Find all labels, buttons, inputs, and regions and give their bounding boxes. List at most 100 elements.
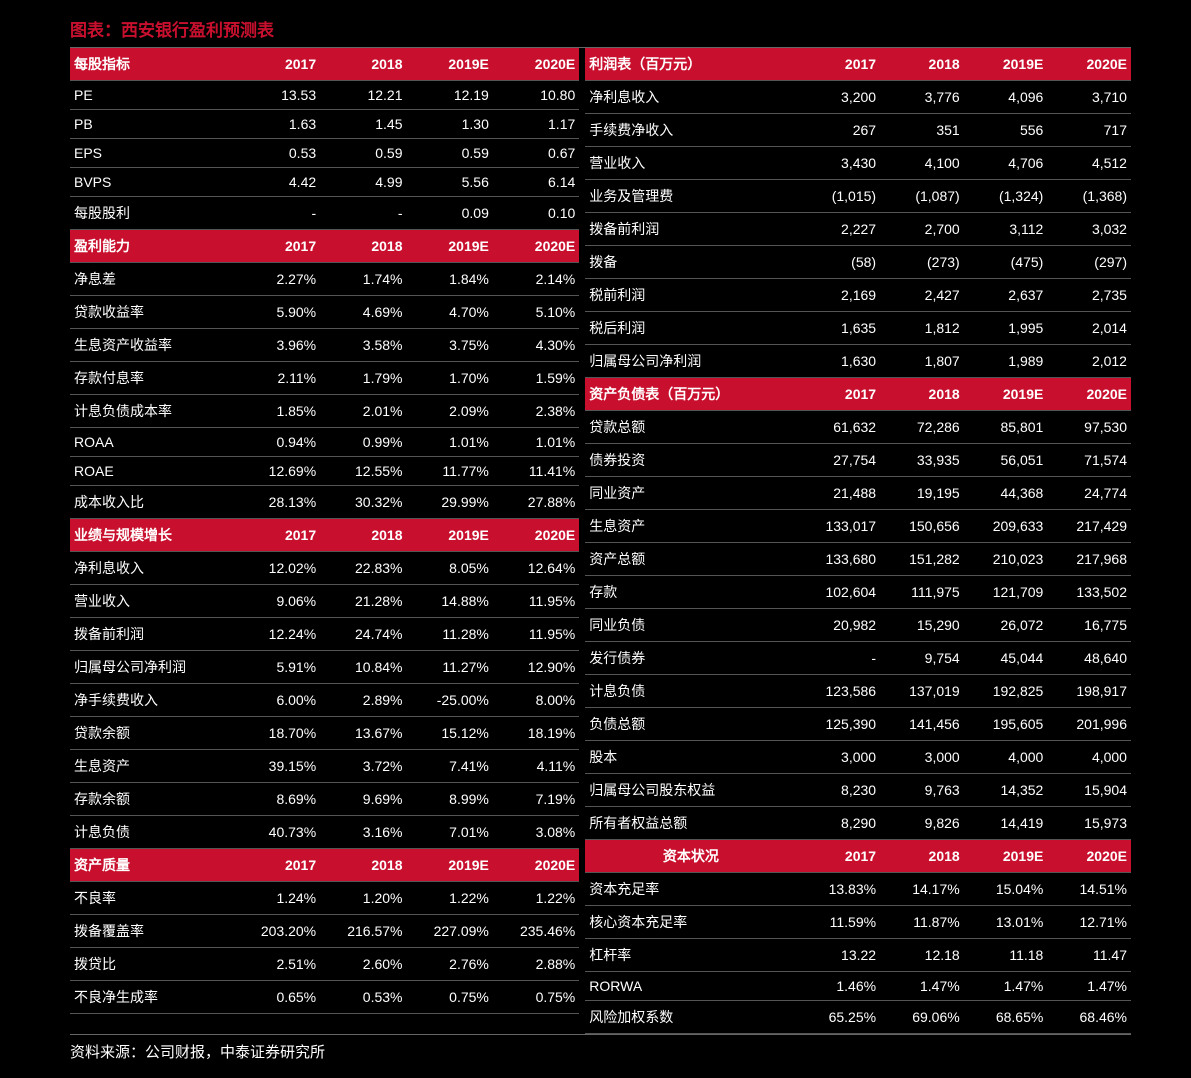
year-header: 2017 (234, 230, 320, 263)
cell-value: 203.20% (234, 915, 320, 948)
cell-value: 5.90% (234, 296, 320, 329)
row-label: 营业收入 (585, 147, 796, 180)
cell-value: 351 (880, 114, 964, 147)
cell-value: 133,502 (1047, 576, 1131, 609)
table-row: PB1.631.451.301.17 (70, 110, 579, 139)
cell-value: (1,368) (1047, 180, 1131, 213)
year-header: 2018 (320, 230, 406, 263)
cell-value: 16,775 (1047, 609, 1131, 642)
row-label: 拨备前利润 (585, 213, 796, 246)
table-row: 同业负债20,98215,29026,07216,775 (585, 609, 1131, 642)
table-row: 贷款总额61,63272,28685,80197,530 (585, 411, 1131, 444)
section-header: 利润表（百万元）201720182019E2020E (585, 48, 1131, 81)
cell-value: 4.30% (493, 329, 579, 362)
cell-value: 13.22 (796, 939, 880, 972)
row-label: ROAE (70, 457, 234, 486)
source-line: 资料来源：公司财报，中泰证券研究所 (70, 1034, 1131, 1068)
table-row: 手续费净收入267351556717 (585, 114, 1131, 147)
table-row: 拨备(58)(273)(475)(297) (585, 246, 1131, 279)
cell-value: 1.47% (1047, 972, 1131, 1001)
row-label: 生息资产收益率 (70, 329, 234, 362)
cell-value: 4,100 (880, 147, 964, 180)
table-row: RORWA1.46%1.47%1.47%1.47% (585, 972, 1131, 1001)
cell-value: 0.65% (234, 981, 320, 1014)
row-label: 资本充足率 (585, 873, 796, 906)
cell-value: 2,227 (796, 213, 880, 246)
cell-value: 11.27% (407, 651, 493, 684)
cell-value: 7.41% (407, 750, 493, 783)
cell-value: 14,352 (964, 774, 1048, 807)
cell-value: 1.47% (880, 972, 964, 1001)
year-header: 2017 (796, 48, 880, 81)
table-row: 生息资产39.15%3.72%7.41%4.11% (70, 750, 579, 783)
cell-value: 150,656 (880, 510, 964, 543)
cell-value: 192,825 (964, 675, 1048, 708)
cell-value: 0.10 (493, 197, 579, 230)
section-header: 每股指标201720182019E2020E (70, 48, 579, 81)
cell-value: 40.73% (234, 816, 320, 849)
row-label: 同业资产 (585, 477, 796, 510)
cell-value: 227.09% (407, 915, 493, 948)
cell-value: 2.89% (320, 684, 406, 717)
right-table: 利润表（百万元）201720182019E2020E净利息收入3,2003,77… (585, 48, 1131, 1034)
cell-value: 217,968 (1047, 543, 1131, 576)
cell-value: (1,087) (880, 180, 964, 213)
cell-value: 12.02% (234, 552, 320, 585)
row-label: 贷款总额 (585, 411, 796, 444)
cell-value: 13.53 (234, 81, 320, 110)
cell-value: 14.17% (880, 873, 964, 906)
cell-value: 72,286 (880, 411, 964, 444)
row-label: ROAA (70, 428, 234, 457)
cell-value: 13.01% (964, 906, 1048, 939)
cell-value: 13.67% (320, 717, 406, 750)
year-header: 2017 (234, 519, 320, 552)
cell-value: 3.58% (320, 329, 406, 362)
year-header: 2020E (493, 230, 579, 263)
cell-value: 71,574 (1047, 444, 1131, 477)
cell-value: 3,776 (880, 81, 964, 114)
cell-value: 3.75% (407, 329, 493, 362)
table-row: 营业收入3,4304,1004,7064,512 (585, 147, 1131, 180)
cell-value: -25.00% (407, 684, 493, 717)
row-label: RORWA (585, 972, 796, 1001)
cell-value: 2.14% (493, 263, 579, 296)
cell-value: 12.19 (407, 81, 493, 110)
cell-value: 10.84% (320, 651, 406, 684)
cell-value: 2.88% (493, 948, 579, 981)
table-row: 净利息收入12.02%22.83%8.05%12.64% (70, 552, 579, 585)
cell-value: 39.15% (234, 750, 320, 783)
cell-value: 68.65% (964, 1001, 1048, 1034)
cell-value: 6.00% (234, 684, 320, 717)
cell-value: 0.75% (493, 981, 579, 1014)
cell-value: 9,826 (880, 807, 964, 840)
row-label: 所有者权益总额 (585, 807, 796, 840)
cell-value: 9.69% (320, 783, 406, 816)
table-row: ROAE12.69%12.55%11.77%11.41% (70, 457, 579, 486)
cell-value: 1.22% (407, 882, 493, 915)
right-block: 利润表（百万元）201720182019E2020E净利息收入3,2003,77… (579, 48, 1131, 1034)
table-row: 成本收入比28.13%30.32%29.99%27.88% (70, 486, 579, 519)
cell-value: 97,530 (1047, 411, 1131, 444)
cell-value: 21.28% (320, 585, 406, 618)
row-label: PE (70, 81, 234, 110)
cell-value: 7.01% (407, 816, 493, 849)
row-label: 存款付息率 (70, 362, 234, 395)
table-row: 债券投资27,75433,93556,05171,574 (585, 444, 1131, 477)
year-header: 2018 (880, 840, 964, 873)
cell-value: 1,635 (796, 312, 880, 345)
row-label: 存款 (585, 576, 796, 609)
cell-value: 4,512 (1047, 147, 1131, 180)
section-header: 资本状况201720182019E2020E (585, 840, 1131, 873)
table-row: 计息负债123,586137,019192,825198,917 (585, 675, 1131, 708)
cell-value: 121,709 (964, 576, 1048, 609)
cell-value: 133,017 (796, 510, 880, 543)
cell-value: 15,290 (880, 609, 964, 642)
cell-value: 22.83% (320, 552, 406, 585)
table-row: 生息资产收益率3.96%3.58%3.75%4.30% (70, 329, 579, 362)
row-label: 不良率 (70, 882, 234, 915)
row-label: 业务及管理费 (585, 180, 796, 213)
row-label: 存款余额 (70, 783, 234, 816)
cell-value: 137,019 (880, 675, 964, 708)
table-row: 发行债券-9,75445,04448,640 (585, 642, 1131, 675)
table-title: 图表：西安银行盈利预测表 (70, 10, 1131, 48)
